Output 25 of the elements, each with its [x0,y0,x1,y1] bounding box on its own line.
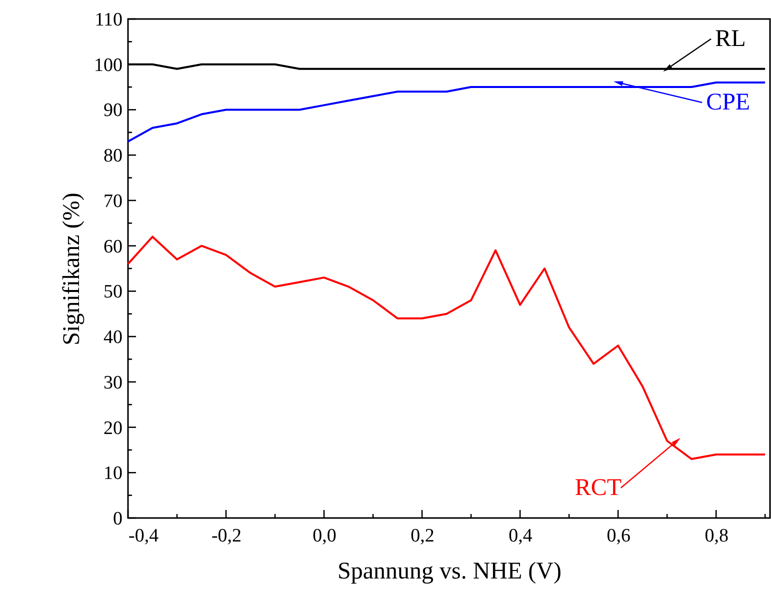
y-tick-label: 70 [104,190,122,212]
line-series [127,82,766,142]
y-axis-title: Signifikanz (%) [59,192,85,346]
y-tick-label: 10 [104,463,122,484]
y-tick-label: 100 [94,54,122,76]
x-tick-label: 0,8 [704,526,728,546]
x-tick-label: -0,2 [211,526,242,546]
y-tick-label: 60 [104,236,122,258]
y-tick-label: 30 [104,372,122,394]
x-tick-label: 0,0 [312,526,336,546]
y-tick-label: 40 [104,327,122,348]
x-tick-label: -0,4 [128,526,160,546]
y-tick-label: 110 [94,10,122,30]
annotation: RCT [574,474,622,501]
y-tick-label: 80 [104,146,122,167]
annotation: RL [715,26,746,52]
y-tick-label: 20 [104,418,122,439]
y-tick-label: 0 [113,508,122,530]
x-tick-label: 0,4 [508,526,533,546]
y-tick-label: 90 [104,100,122,122]
annotation: CPE [706,90,750,116]
x-axis-title: Spannung vs. NHE (V) [338,558,562,584]
y-tick-label: 50 [104,282,122,303]
x-tick-label: 0,2 [410,526,434,546]
x-tick-label: 0,6 [606,526,630,546]
